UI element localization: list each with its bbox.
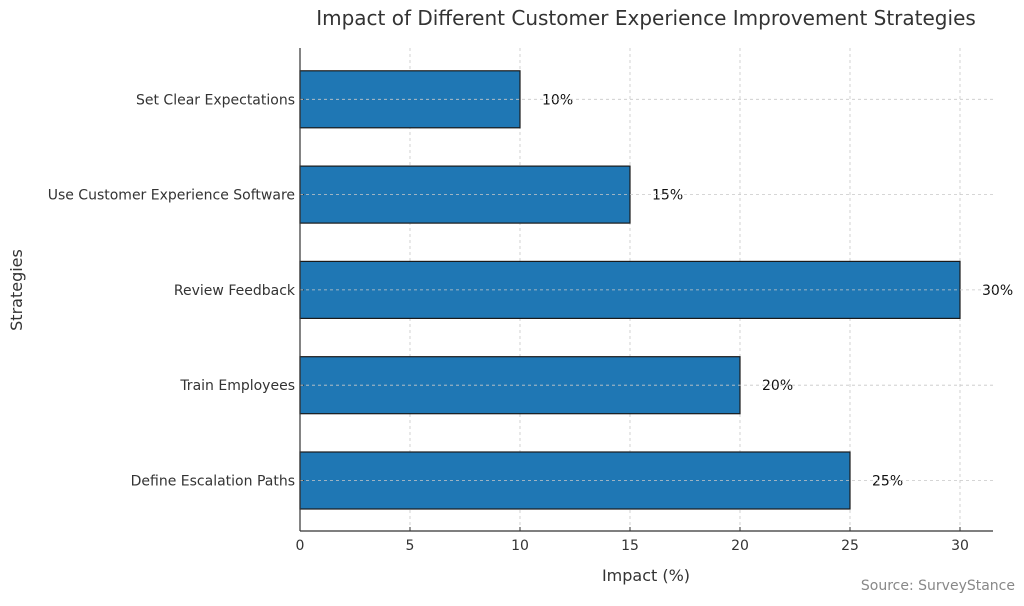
x-tick-label: 0 bbox=[296, 538, 305, 554]
chart-title: Impact of Different Customer Experience … bbox=[316, 6, 976, 30]
data-label: 15% bbox=[652, 188, 683, 204]
y-tick-label: Use Customer Experience Software bbox=[48, 188, 295, 204]
x-tick-label: 25 bbox=[841, 538, 859, 554]
x-tick-label: 30 bbox=[951, 538, 969, 554]
x-axis-label: Impact (%) bbox=[602, 566, 690, 585]
x-tick-label: 10 bbox=[511, 538, 529, 554]
data-label: 10% bbox=[542, 92, 573, 108]
x-tick-label: 15 bbox=[621, 538, 639, 554]
x-tick-label: 20 bbox=[731, 538, 749, 554]
x-tick-label: 5 bbox=[406, 538, 415, 554]
data-label: 30% bbox=[982, 283, 1013, 299]
y-axis-label: Strategies bbox=[7, 249, 26, 331]
bar bbox=[299, 451, 851, 510]
y-tick-label: Train Employees bbox=[179, 378, 295, 394]
source-note: Source: SurveyStance bbox=[861, 578, 1015, 594]
y-tick-label: Define Escalation Paths bbox=[131, 474, 295, 490]
axes: 0 5 10 15 20 25 30 Define Escalation Paths 25% Tr… bbox=[48, 48, 1013, 554]
y-tick-label: Set Clear Expectations bbox=[136, 92, 295, 108]
data-label: 25% bbox=[872, 474, 903, 490]
data-label: 20% bbox=[762, 378, 793, 394]
y-tick-label: Review Feedback bbox=[174, 283, 296, 299]
